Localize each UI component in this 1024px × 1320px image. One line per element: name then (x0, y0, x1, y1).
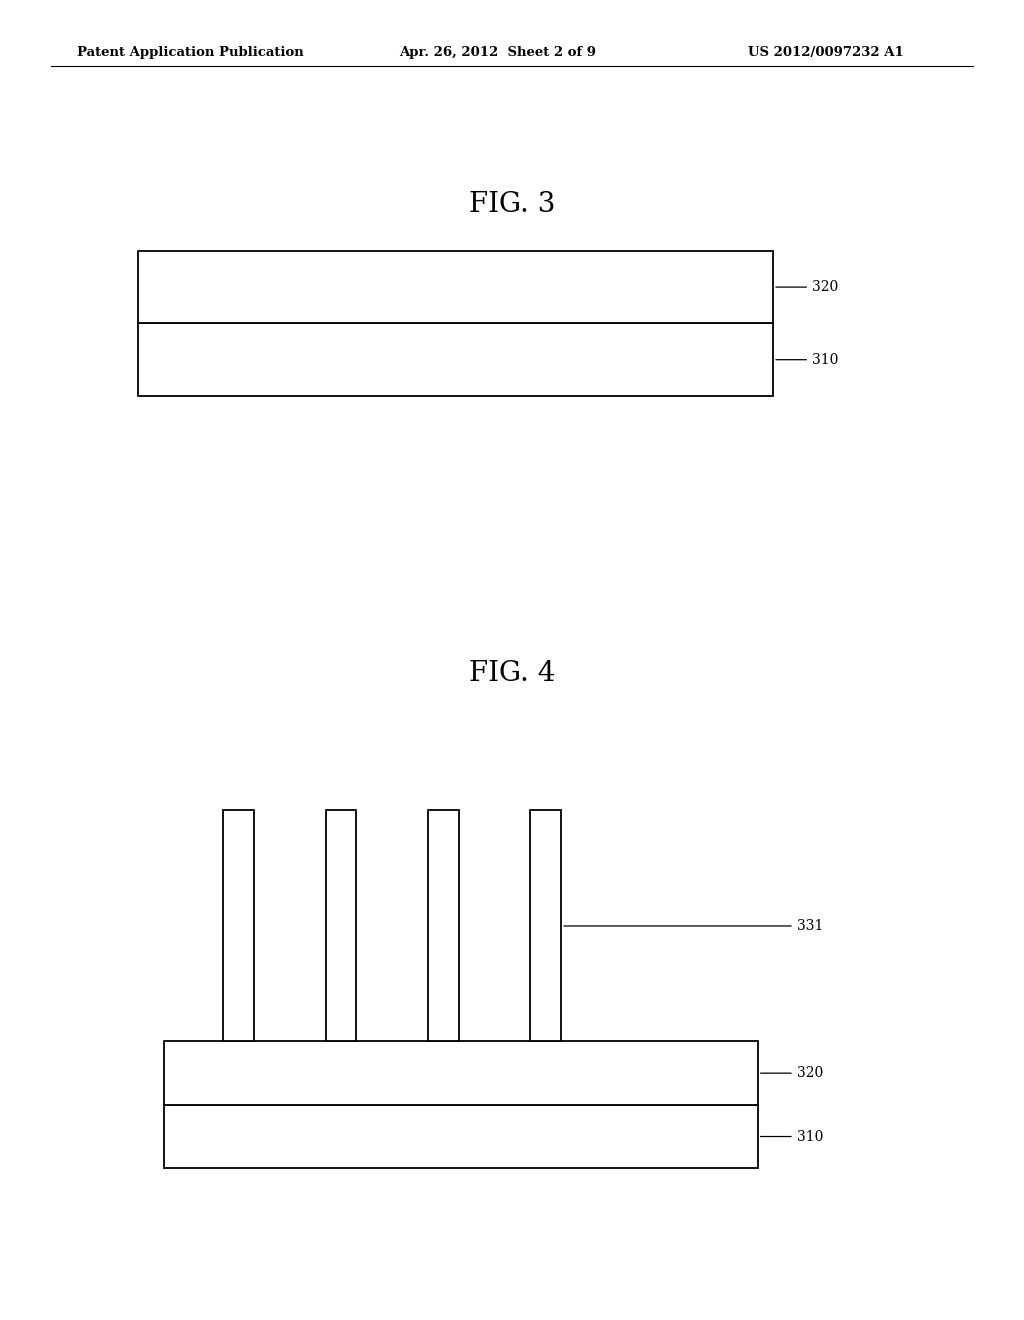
Text: Patent Application Publication: Patent Application Publication (77, 46, 303, 59)
Bar (223, 810, 254, 1041)
Text: FIG. 4: FIG. 4 (469, 660, 555, 686)
Text: 320: 320 (776, 280, 839, 294)
Text: 310: 310 (761, 1130, 823, 1143)
Bar (530, 810, 561, 1041)
Text: 320: 320 (761, 1067, 823, 1080)
Text: 310: 310 (776, 352, 839, 367)
Bar (164, 1105, 758, 1168)
Text: US 2012/0097232 A1: US 2012/0097232 A1 (748, 46, 903, 59)
Bar (138, 323, 773, 396)
Bar (138, 251, 773, 323)
Text: Apr. 26, 2012  Sheet 2 of 9: Apr. 26, 2012 Sheet 2 of 9 (399, 46, 596, 59)
Bar (164, 1041, 758, 1105)
Bar (326, 810, 356, 1041)
Bar (428, 810, 459, 1041)
Text: FIG. 3: FIG. 3 (469, 191, 555, 218)
Text: 331: 331 (564, 919, 823, 933)
